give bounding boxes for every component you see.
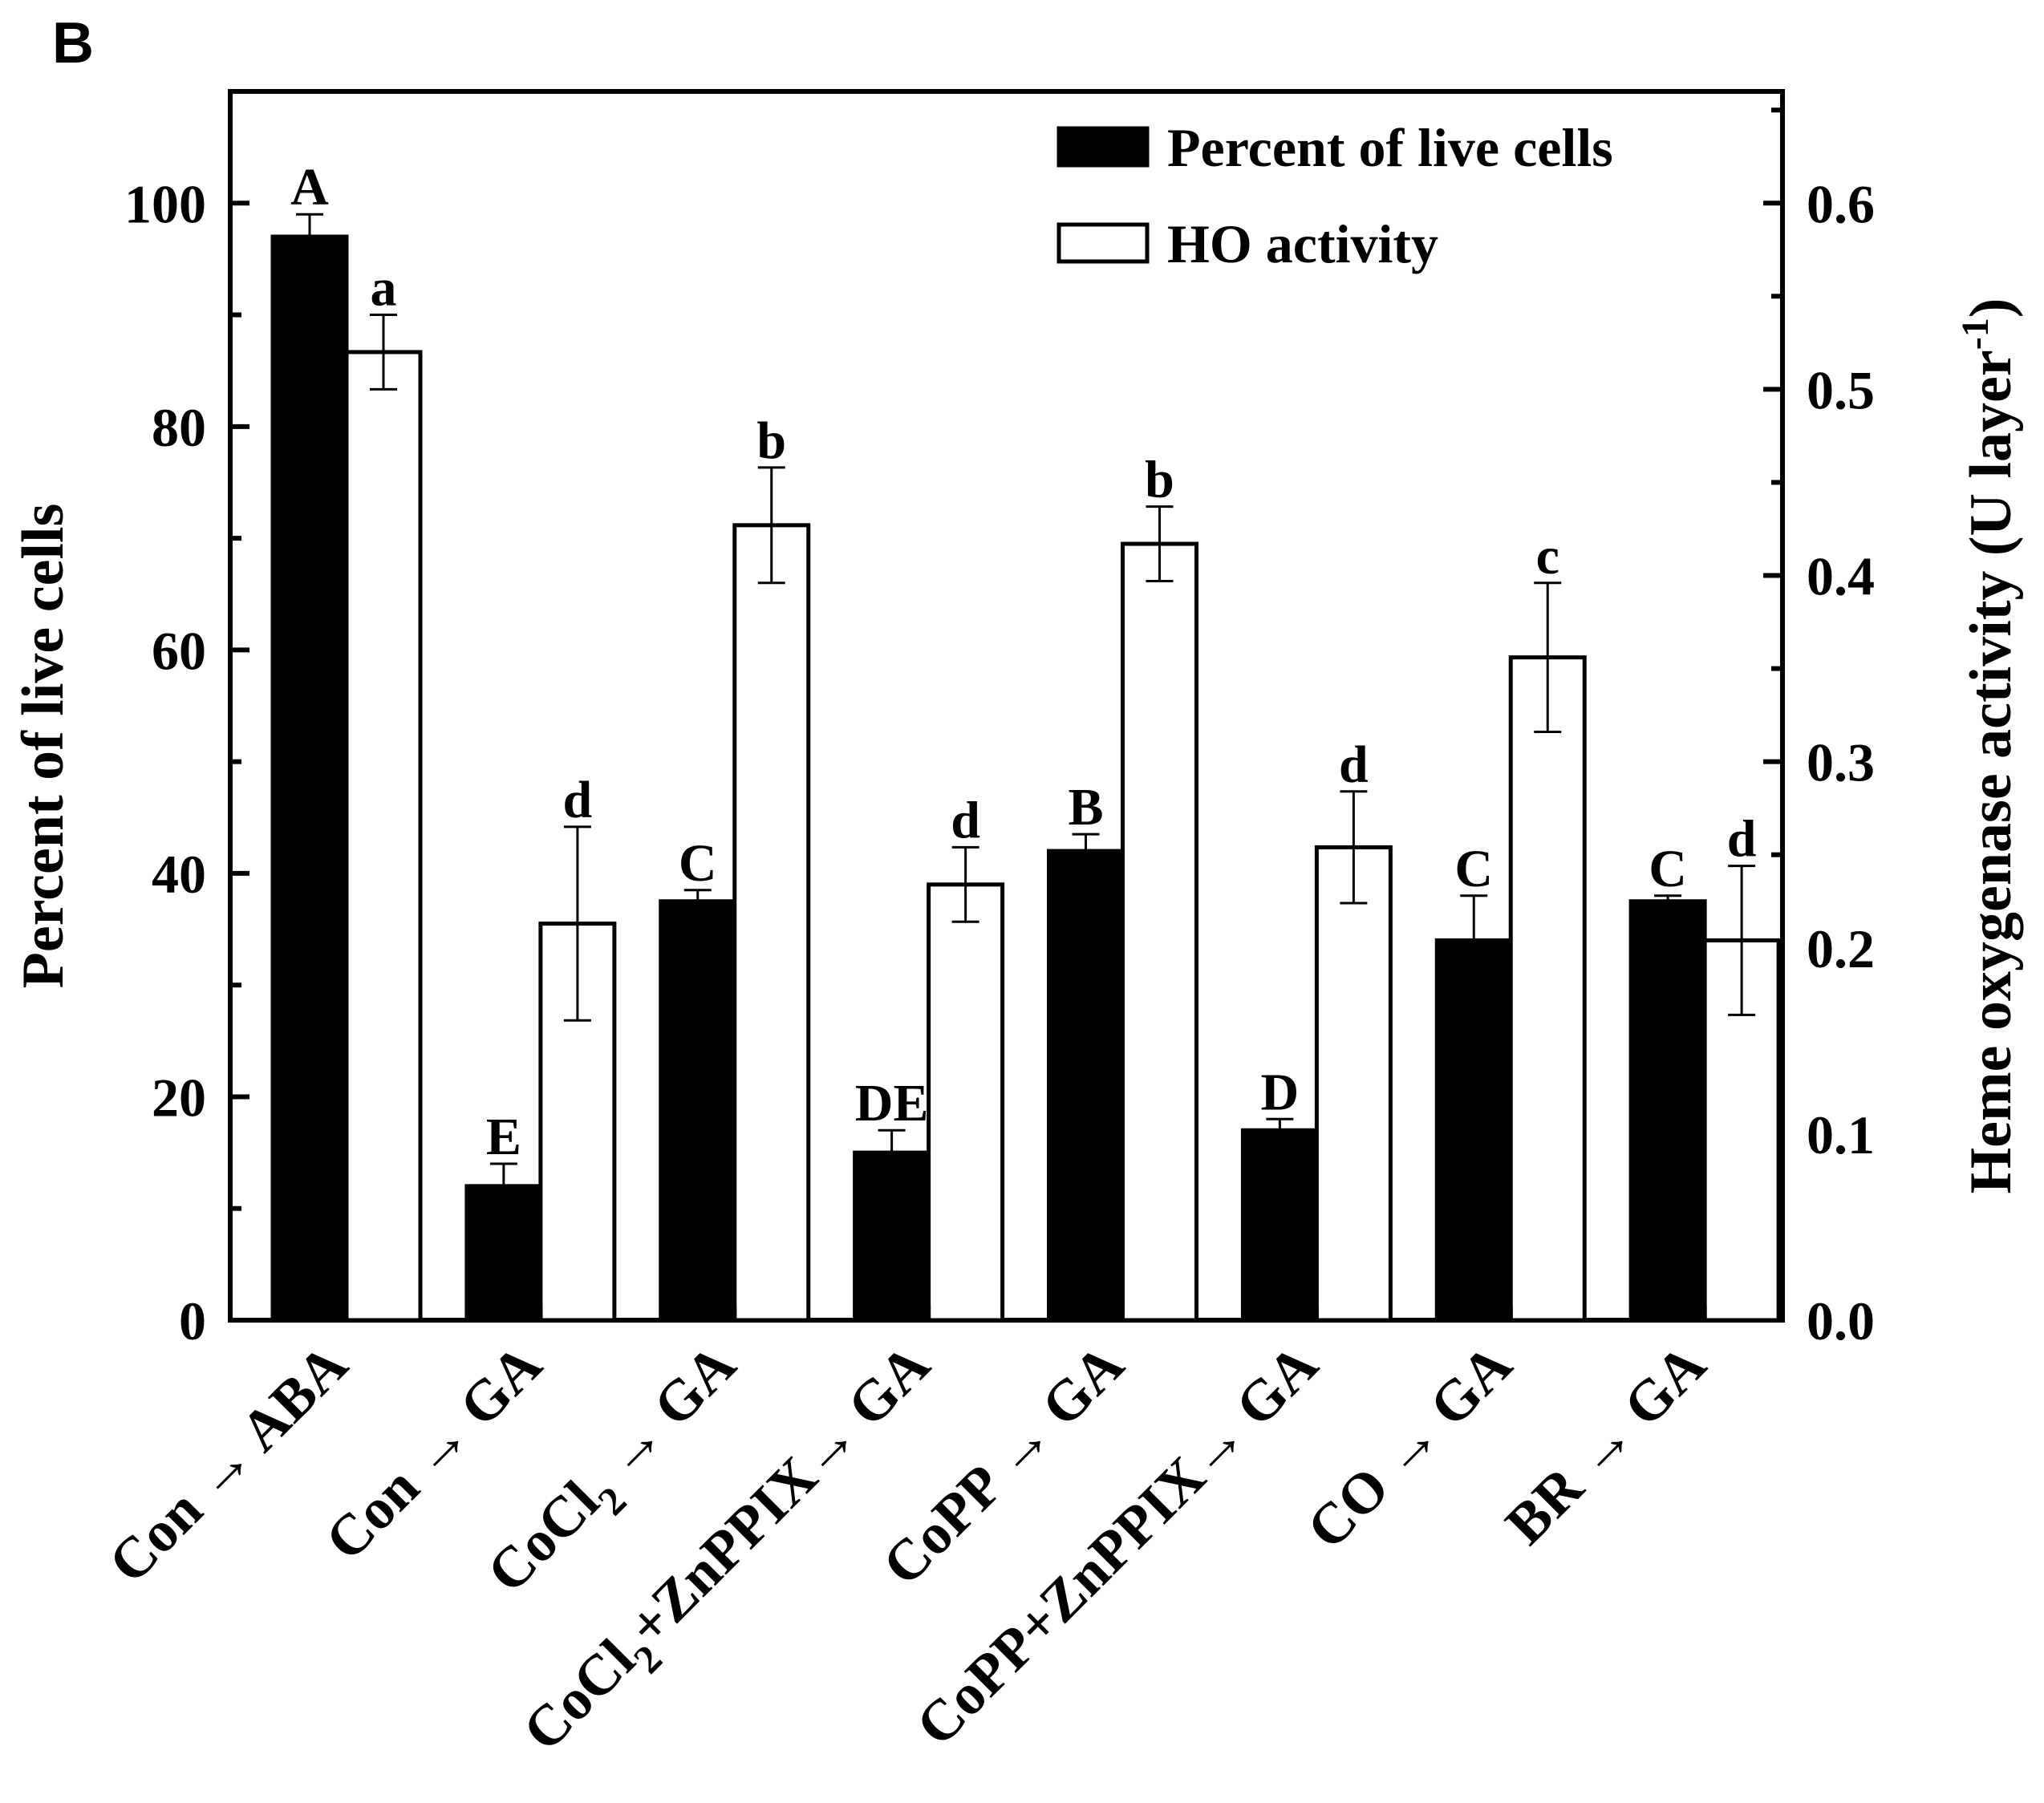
bar-live-cells [659,899,737,1323]
bar-live-cells [1434,938,1513,1323]
legend-label-ho-activity: HO activity [1167,213,1438,274]
x-tick-label-main: CO → GA [1295,1332,1524,1562]
bar-ho-activity [732,523,811,1323]
x-tick-label-main: CoCl [510,1627,647,1763]
legend-label-live-cells: Percent of live cells [1167,117,1613,178]
y2-tick-label: 0.4 [1807,546,1875,607]
significance-letter: D [1261,1063,1300,1121]
y2-axis-title: Heme oxygenase activity (U layer-1) [1954,298,2024,1194]
plot-frame [228,89,1785,1323]
significance-letter: d [1727,810,1757,869]
significance-letter: a [371,259,397,318]
bar-live-cells [1628,899,1707,1323]
y2-tick-label: 0.3 [1807,732,1875,793]
bar-live-cells [464,1184,543,1323]
x-tick-label-rest: → GA [580,1332,748,1500]
y-axis-title: Percent of live cells [10,504,76,989]
bar-ho-activity [1508,655,1587,1323]
significance-letter: C [1454,840,1493,898]
y-tick-label: 60 [152,620,206,681]
y2-tick-label: 0.0 [1807,1290,1875,1351]
y-tick-label: 0 [179,1290,206,1351]
y2-axis-title-main: Heme oxygenase activity (U layer [1958,350,2024,1193]
x-tick-label-main: BR → GA [1493,1332,1718,1557]
y2-tick-label: 0.2 [1807,918,1875,979]
panel-label: B [52,11,94,75]
label-layer: B Percent of live cells Heme oxygenase a… [10,11,2024,1193]
significance-letter: d [951,791,980,849]
x-tick-label: CO → GA [1295,1332,1524,1562]
plot-layer: 0 20 40 60 80 100 0.0 0.1 0.2 0.3 0.4 0.5 0.6 Aa Con →… [96,89,1875,1763]
x-tick-label: BR → GA [1493,1332,1718,1557]
bar-live-cells [1240,1128,1319,1323]
y2-tick-label: 0.5 [1807,359,1875,420]
significance-letter: b [756,411,786,470]
bar-ho-activity [927,882,1005,1323]
legend-swatch-ho-activity [1056,222,1150,264]
x-tick-label: Con → ABA [96,1332,359,1595]
x-tick-label-main: CoCl [475,1469,611,1605]
significance-letter: A [290,158,329,217]
bar-ho-activity [344,350,423,1323]
y-tick-label: 80 [152,397,206,458]
y2-axis-title-sup: -1 [1954,318,1997,350]
y-tick-label: 40 [152,844,206,905]
bar-live-cells [270,234,349,1323]
bar-ho-activity [1314,845,1393,1323]
y2-axis-title-end: ) [1958,298,2024,318]
y-tick-label: 20 [152,1067,206,1128]
significance-letter: E [486,1108,521,1166]
significance-letter: B [1068,778,1103,837]
significance-letter: C [679,834,717,893]
y-tick-label: 100 [124,173,206,234]
significance-letter: C [1649,840,1687,898]
significance-letter: c [1536,527,1559,585]
bar-live-cells [853,1150,931,1323]
y2-tick-label: 0.1 [1807,1104,1875,1165]
legend-swatch-live-cells [1056,126,1150,168]
y2-tick-label: 0.6 [1807,173,1875,234]
significance-letter: d [563,771,593,829]
significance-letter: b [1145,451,1174,509]
x-tick-label-main: Con → ABA [96,1332,359,1595]
significance-letter: DE [855,1074,929,1132]
bar-live-cells [1047,849,1125,1323]
significance-letter: d [1339,735,1369,794]
bar-ho-activity [1121,541,1198,1323]
